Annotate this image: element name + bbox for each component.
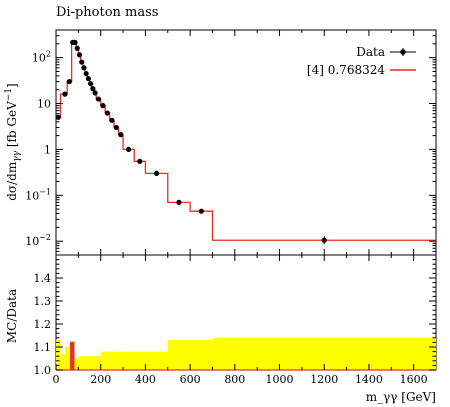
x-tick-label: 0 xyxy=(53,373,60,386)
ratio-y-tick-label: 1.1 xyxy=(34,341,52,354)
data-point xyxy=(76,52,83,58)
ratio-band-bin xyxy=(64,347,70,370)
axis-tick-labels: 0 200 400 600 800 1000 1200 1400 1600 10−2 10−1 1 10… xyxy=(25,50,427,386)
ratio-y-tick-label: 1.2 xyxy=(34,318,52,331)
x-axis-label: m_γγ [GeV] xyxy=(366,390,436,404)
y-tick-label: 10−2 xyxy=(25,233,51,248)
x-tick-label: 600 xyxy=(180,373,201,386)
y-tick-label: 102 xyxy=(32,50,51,65)
data-point xyxy=(83,70,89,77)
y-tick-label: 10−1 xyxy=(25,187,51,202)
axis-ticks xyxy=(55,29,436,371)
x-tick-label: 800 xyxy=(224,373,245,386)
x-tick-label: 1000 xyxy=(266,373,294,386)
data-points xyxy=(55,39,327,245)
data-point xyxy=(137,158,143,164)
legend-label-mc: [4] 0.768324 xyxy=(307,63,385,77)
data-point xyxy=(126,146,132,153)
data-point xyxy=(85,75,92,82)
x-tick-label: 400 xyxy=(135,373,156,386)
data-point xyxy=(104,110,111,116)
ratio-y-tick-label: 1.4 xyxy=(34,272,52,285)
ratio-y-tick-label: 1.0 xyxy=(34,364,52,377)
data-point xyxy=(62,91,68,97)
ratio-band-bin xyxy=(100,351,124,370)
data-point xyxy=(198,208,204,214)
ratio-band-bin xyxy=(123,351,168,370)
legend-marker-data-dot xyxy=(400,49,406,55)
data-point xyxy=(95,96,102,102)
ratio-uncertainty-band xyxy=(56,337,436,370)
data-point xyxy=(81,65,87,71)
ratio-band-bin xyxy=(56,340,61,370)
data-point xyxy=(66,79,73,85)
x-tick-label: 200 xyxy=(90,373,111,386)
ratio-band-bin xyxy=(60,353,65,370)
data-point xyxy=(109,117,115,123)
data-point xyxy=(79,59,85,65)
legend: Data [4] 0.768324 xyxy=(307,45,416,77)
data-point xyxy=(88,81,94,87)
y-tick-label: 10 xyxy=(37,98,51,111)
data-point xyxy=(92,90,98,96)
data-point xyxy=(74,45,80,51)
ratio-line-path xyxy=(56,341,436,371)
data-point xyxy=(321,237,327,243)
y-tick-label: 1 xyxy=(44,143,51,156)
data-point xyxy=(90,86,96,92)
data-point xyxy=(153,170,160,177)
ratio-band-bin xyxy=(78,356,101,370)
x-tick-label: 1600 xyxy=(400,373,428,386)
data-point xyxy=(100,103,106,109)
ratio-y-axis-label: MC/Data xyxy=(5,289,19,343)
data-point xyxy=(176,199,182,206)
data-point xyxy=(113,124,119,131)
data-point xyxy=(72,39,78,45)
ratio-band-bin xyxy=(73,358,79,370)
ratio-line xyxy=(56,341,436,371)
ratio-y-tick-label: 1.3 xyxy=(34,295,52,308)
y-axis-label: dσ/dmγγ [fb GeV−1] xyxy=(4,83,22,201)
legend-label-data: Data xyxy=(356,45,385,59)
x-tick-label: 1400 xyxy=(355,373,383,386)
chart-title: Di-photon mass xyxy=(56,5,158,20)
x-tick-label: 1200 xyxy=(310,373,338,386)
data-point xyxy=(118,132,124,138)
